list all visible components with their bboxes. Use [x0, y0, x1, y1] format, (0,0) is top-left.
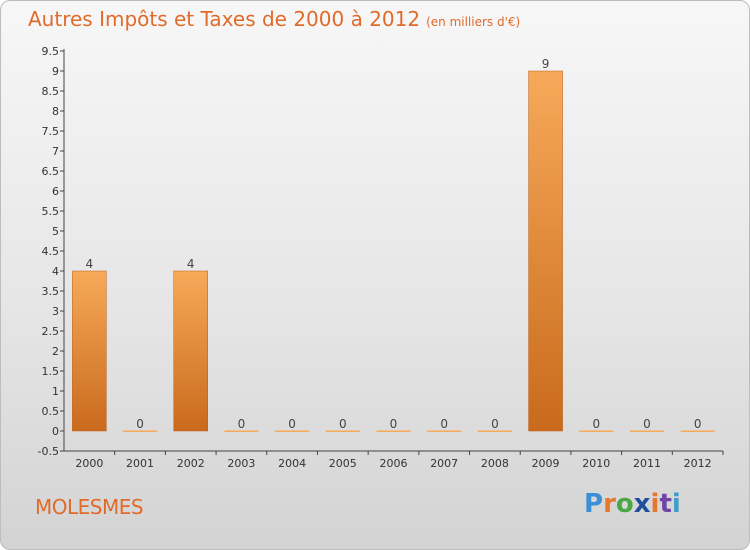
- x-tick-label: 2001: [126, 457, 154, 470]
- y-tick-label: 5: [52, 225, 59, 238]
- data-label-2002: 4: [187, 257, 195, 271]
- x-tick-label: 2003: [227, 457, 255, 470]
- data-label-2009: 9: [542, 57, 550, 71]
- y-tick-label: 7: [52, 145, 59, 158]
- y-tick-label: 7.5: [42, 125, 60, 138]
- y-tick-label: -0.5: [38, 445, 59, 458]
- data-label-2007: 0: [440, 417, 448, 431]
- proxiti-logo: Proxiti: [584, 489, 681, 519]
- data-label-2012: 0: [694, 417, 702, 431]
- y-tick-label: 0: [52, 425, 59, 438]
- data-labels: 4 0 4 0 0 0 0 0 0 9 0 0 0: [86, 57, 702, 431]
- y-tick-label: 9.5: [42, 45, 60, 58]
- chart-title: Autres Impôts et Taxes de 2000 à 2012 (en…: [28, 7, 520, 31]
- bar-2009: [528, 70, 563, 432]
- y-tick-label: 5.5: [42, 205, 60, 218]
- y-tick-label: 4: [52, 265, 59, 278]
- bar-2005: [325, 430, 360, 432]
- y-axis: -0.5 0 0.5 1 1.5 2 2.5 3 3.5 4 4.5 5 5.5 6 6.5 7 7.5 8 8.5…: [38, 45, 65, 458]
- x-tick-label: 2004: [278, 457, 306, 470]
- y-tick-label: 8: [52, 105, 59, 118]
- y-tick-label: 1.5: [42, 365, 60, 378]
- data-label-2006: 0: [390, 417, 398, 431]
- data-label-2008: 0: [491, 417, 499, 431]
- bar-2003: [224, 430, 259, 432]
- x-tick-label: 2008: [481, 457, 509, 470]
- bar-2012: [680, 430, 715, 432]
- chart-subtitle: (en milliers d'€): [426, 15, 521, 29]
- data-label-2011: 0: [643, 417, 651, 431]
- bar-2006: [376, 430, 411, 432]
- y-tick-label: 6.5: [42, 165, 60, 178]
- x-tick-label: 2002: [177, 457, 205, 470]
- bar-2007: [427, 430, 462, 432]
- logo-letter: i: [671, 489, 681, 519]
- bar-2002: [173, 270, 208, 432]
- y-tick-label: 8.5: [42, 85, 60, 98]
- bar-2010: [579, 430, 614, 432]
- bar-2001: [123, 430, 158, 432]
- x-tick-label: 2007: [430, 457, 458, 470]
- x-tick-label: 2011: [633, 457, 661, 470]
- x-tick-label: 2009: [532, 457, 560, 470]
- logo-letter: i: [650, 489, 660, 519]
- bar-2004: [275, 430, 310, 432]
- y-tick-label: 2: [52, 345, 59, 358]
- logo-letter: o: [615, 489, 634, 519]
- location-name: MOLESMES: [35, 495, 144, 519]
- x-axis: 2000 2001 2002 2003 2004 2005 2006 2007 2008 2009…: [64, 450, 724, 470]
- logo-letter: t: [659, 489, 672, 519]
- x-tick-label: 2010: [582, 457, 610, 470]
- data-label-2005: 0: [339, 417, 347, 431]
- logo-letter: r: [603, 489, 616, 519]
- y-tick-label: 2.5: [42, 325, 60, 338]
- x-tick-label: 2006: [380, 457, 408, 470]
- logo-letter: P: [584, 489, 604, 519]
- x-tick-label: 2000: [75, 457, 103, 470]
- y-tick-label: 6: [52, 185, 59, 198]
- bar-2008: [477, 430, 512, 432]
- logo-letter: x: [633, 489, 651, 519]
- data-label-2010: 0: [592, 417, 600, 431]
- data-label-2001: 0: [136, 417, 144, 431]
- y-tick-label: 3.5: [42, 285, 60, 298]
- bar-2011: [629, 430, 664, 432]
- data-label-2003: 0: [238, 417, 246, 431]
- bar-2000: [72, 270, 107, 432]
- y-tick-label: 4.5: [42, 245, 60, 258]
- y-tick-label: 1: [52, 385, 59, 398]
- chart-title-text: Autres Impôts et Taxes de 2000 à 2012: [28, 7, 421, 31]
- data-label-2000: 4: [86, 257, 94, 271]
- x-tick-label: 2012: [684, 457, 712, 470]
- x-tick-label: 2005: [329, 457, 357, 470]
- y-tick-label: 0.5: [42, 405, 60, 418]
- data-label-2004: 0: [288, 417, 296, 431]
- y-tick-label: 9: [52, 65, 59, 78]
- y-tick-label: 3: [52, 305, 59, 318]
- bars: [72, 70, 715, 432]
